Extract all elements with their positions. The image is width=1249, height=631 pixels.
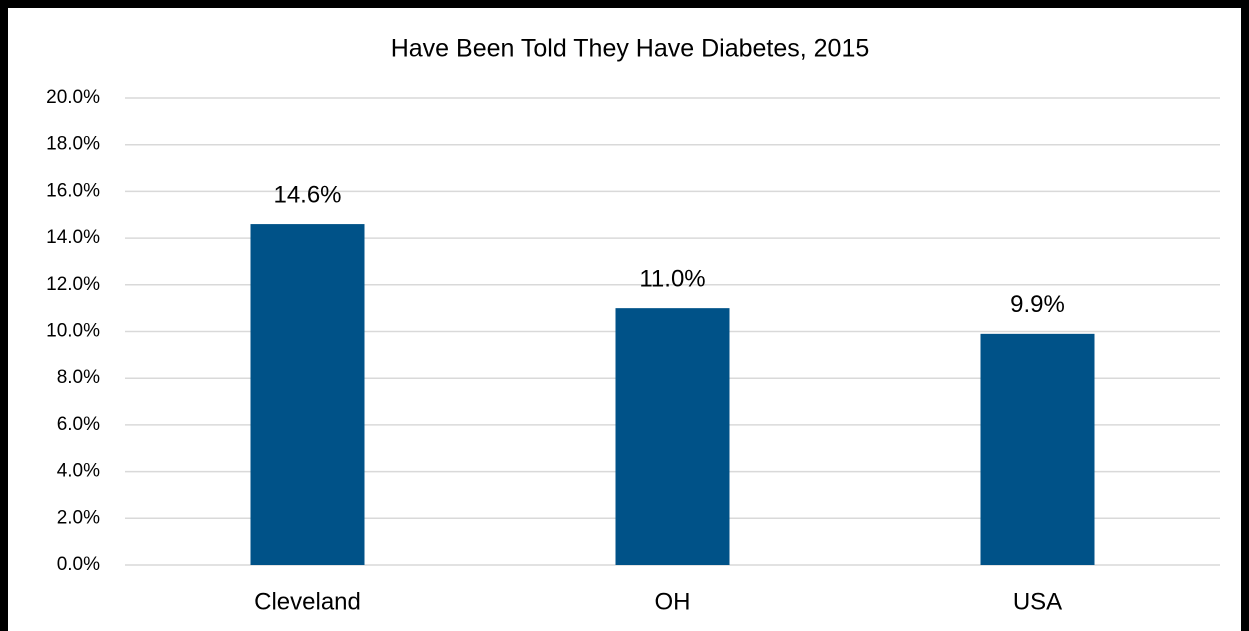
bar (615, 308, 730, 565)
y-tick-label: 20.0% (46, 87, 100, 108)
x-tick-label: OH (655, 588, 691, 615)
y-tick-label: 0.0% (57, 554, 100, 575)
value-label: 11.0% (639, 265, 705, 292)
bar (250, 224, 365, 565)
y-tick-label: 10.0% (46, 321, 100, 342)
value-label: 14.6% (273, 181, 341, 208)
y-tick-label: 6.0% (57, 414, 100, 435)
y-tick-label: 12.0% (46, 274, 100, 295)
y-tick-label: 16.0% (46, 180, 100, 201)
y-tick-label: 2.0% (57, 507, 100, 528)
y-tick-label: 4.0% (57, 461, 100, 482)
y-tick-label: 18.0% (46, 134, 100, 155)
x-tick-label: Cleveland (254, 588, 361, 615)
bar (980, 333, 1095, 565)
y-tick-label: 8.0% (57, 367, 100, 388)
x-tick-label: USA (1013, 588, 1062, 615)
chart-title: Have Been Told They Have Diabetes, 2015 (391, 35, 870, 63)
y-tick-label: 14.0% (46, 227, 100, 248)
value-label: 9.9% (1010, 291, 1065, 318)
